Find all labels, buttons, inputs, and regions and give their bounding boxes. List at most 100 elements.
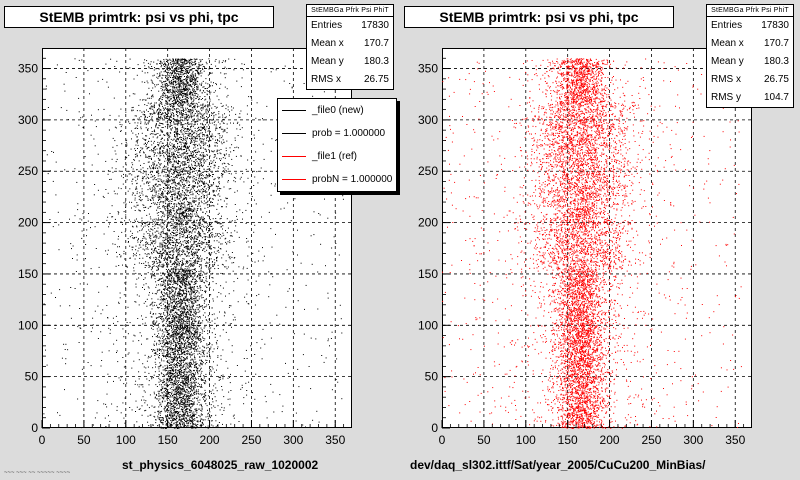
scatter-point	[187, 90, 189, 92]
scatter-point	[177, 213, 179, 214]
scatter-point	[178, 417, 180, 419]
scatter-point	[186, 307, 187, 309]
scatter-point	[134, 254, 136, 256]
scatter-point	[196, 96, 198, 97]
scatter-point	[168, 229, 170, 231]
scatter-point	[167, 402, 168, 404]
scatter-point	[179, 396, 181, 398]
scatter-point	[201, 159, 203, 161]
scatter-point	[175, 182, 176, 184]
scatter-point	[179, 154, 181, 156]
scatter-point	[188, 202, 190, 203]
scatter-point	[166, 405, 168, 407]
scatter-point	[167, 90, 169, 91]
scatter-point	[203, 354, 205, 356]
scatter-point	[173, 277, 175, 279]
scatter-point	[177, 245, 178, 247]
scatter-point	[184, 114, 186, 115]
scatter-point	[163, 297, 165, 299]
scatter-point	[255, 280, 257, 282]
scatter-point	[155, 248, 157, 250]
scatter-point	[167, 180, 169, 182]
scatter-point	[208, 318, 210, 320]
scatter-point	[177, 121, 179, 123]
scatter-point	[213, 154, 215, 156]
scatter-point	[168, 181, 170, 183]
scatter-point	[193, 260, 195, 262]
scatter-point	[192, 151, 193, 153]
scatter-point	[182, 216, 184, 218]
scatter-point	[181, 385, 183, 387]
scatter-point	[206, 211, 208, 213]
scatter-point	[152, 87, 154, 89]
scatter-point	[207, 415, 209, 417]
scatter-point	[190, 111, 192, 113]
scatter-point	[204, 155, 206, 157]
scatter-point	[174, 168, 176, 170]
scatter-point	[188, 405, 190, 407]
scatter-point	[200, 162, 202, 164]
scatter-point	[148, 294, 150, 296]
scatter-point	[151, 82, 153, 84]
scatter-point	[224, 266, 226, 268]
scatter-point	[193, 102, 195, 104]
scatter-point	[231, 158, 233, 160]
scatter-point	[162, 295, 164, 297]
scatter-point	[239, 113, 241, 115]
scatter-point	[166, 307, 168, 309]
scatter-point	[179, 99, 180, 101]
scatter-point	[152, 328, 154, 330]
scatter-point	[176, 265, 178, 267]
scatter-point	[165, 71, 167, 73]
scatter-point	[170, 62, 172, 64]
scatter-point	[181, 319, 183, 321]
scatter-point	[97, 305, 99, 307]
scatter-point	[185, 409, 187, 411]
scatter-point	[214, 106, 216, 107]
scatter-point	[160, 420, 161, 422]
scatter-point	[201, 104, 203, 106]
scatter-point	[141, 220, 143, 222]
scatter-point	[180, 176, 182, 178]
scatter-point	[216, 259, 218, 261]
scatter-point	[169, 283, 171, 285]
scatter-point	[204, 183, 206, 185]
scatter-point	[138, 195, 140, 197]
scatter-point	[180, 409, 182, 411]
scatter-point	[185, 185, 187, 187]
scatter-point	[196, 220, 198, 222]
scatter-point	[187, 281, 189, 283]
scatter-point	[164, 83, 166, 85]
scatter-point	[221, 174, 223, 176]
scatter-point	[173, 163, 175, 165]
scatter-point	[192, 336, 193, 337]
scatter-point	[171, 247, 173, 249]
scatter-point	[191, 141, 193, 143]
scatter-point	[202, 154, 204, 156]
scatter-point	[224, 238, 226, 240]
scatter-point	[180, 220, 182, 222]
scatter-point	[178, 261, 180, 263]
scatter-point	[212, 401, 214, 403]
scatter-point	[113, 231, 115, 232]
scatter-point	[157, 410, 159, 412]
scatter-point	[180, 173, 181, 175]
scatter-point	[178, 355, 180, 357]
scatter-point	[193, 238, 195, 240]
scatter-point	[181, 307, 183, 309]
scatter-point	[133, 334, 135, 336]
scatter-point	[151, 197, 153, 199]
scatter-point	[266, 105, 268, 107]
scatter-point	[187, 413, 189, 414]
scatter-point	[182, 120, 184, 122]
scatter-point	[192, 376, 194, 378]
scatter-point	[185, 143, 187, 145]
scatter-point	[270, 228, 272, 230]
scatter-point	[235, 155, 237, 157]
scatter-point	[186, 237, 187, 238]
scatter-point	[203, 330, 205, 332]
scatter-point	[168, 222, 170, 224]
scatter-point	[169, 179, 171, 181]
scatter-point	[220, 188, 222, 190]
scatter-point	[206, 134, 208, 136]
